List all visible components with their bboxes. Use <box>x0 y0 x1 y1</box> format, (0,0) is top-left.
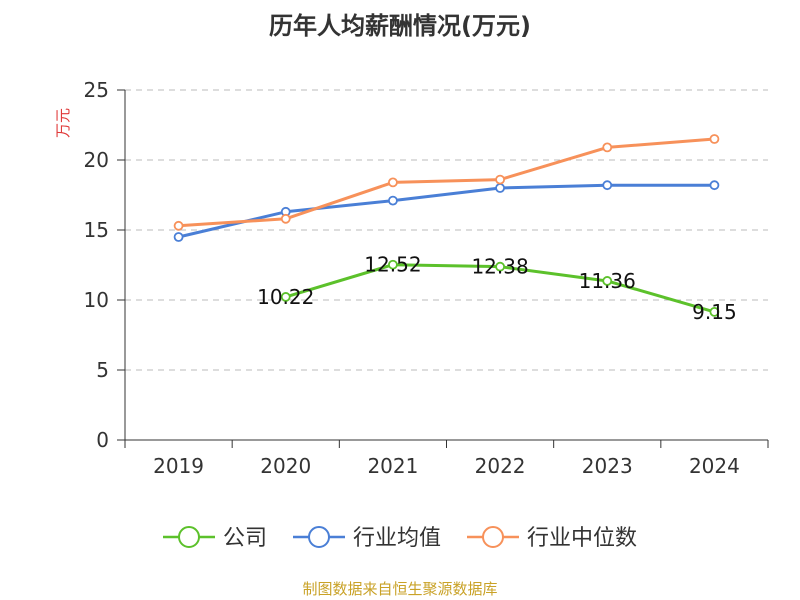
y-tick-label: 5 <box>96 358 109 382</box>
legend-label: 公司 <box>223 526 267 551</box>
legend-item-0[interactable]: 公司 <box>163 526 267 551</box>
y-tick-label: 0 <box>96 428 109 452</box>
data-point-1[interactable] <box>709 180 720 191</box>
series-lines <box>173 134 720 317</box>
data-point-1[interactable] <box>495 183 505 193</box>
data-point-0[interactable] <box>388 259 398 270</box>
data-label: 12.52 <box>364 253 421 277</box>
x-tick-label: 2021 <box>367 454 418 478</box>
data-point-1[interactable] <box>602 180 613 191</box>
series-line-2 <box>178 137 715 228</box>
data-point-2[interactable] <box>280 213 291 224</box>
y-tick-label: 10 <box>84 288 109 312</box>
grid-lines <box>125 89 768 371</box>
data-point-2[interactable] <box>602 142 613 153</box>
y-axis-label: 万元 <box>54 108 72 138</box>
data-point-2[interactable] <box>173 220 184 231</box>
data-point-0[interactable] <box>602 276 613 286</box>
data-point-0[interactable] <box>280 292 291 302</box>
legend-marker <box>178 526 200 548</box>
y-tick-label: 20 <box>84 148 109 172</box>
data-point-1[interactable] <box>173 232 184 242</box>
axes: 0 5 10 15 20 25 2019 2020 2021 2022 2023 2024 <box>84 78 769 478</box>
legend-marker <box>482 526 504 548</box>
legend-marker <box>308 526 330 548</box>
x-tick-label: 2020 <box>260 454 311 478</box>
x-tick-label: 2023 <box>582 454 633 478</box>
x-tick-label: 2022 <box>475 454 526 478</box>
x-tick-label: 2024 <box>689 454 740 478</box>
legend-label: 行业均值 <box>353 526 441 551</box>
legend-item-2[interactable]: 行业中位数 <box>467 526 637 551</box>
y-tick-label: 15 <box>84 218 109 242</box>
source-note: 制图数据来自恒生聚源数据库 <box>302 580 497 598</box>
y-tick-label: 25 <box>84 78 109 102</box>
data-label: 10.22 <box>257 285 314 309</box>
data-point-0[interactable] <box>495 261 505 272</box>
data-point-2[interactable] <box>388 177 398 188</box>
series-line-1 <box>178 183 715 239</box>
chart-title: 历年人均薪酬情况(万元) <box>269 12 531 40</box>
data-label: 12.38 <box>471 255 528 279</box>
data-point-2[interactable] <box>495 174 505 185</box>
legend-item-1[interactable]: 行业均值 <box>293 526 441 551</box>
legend: 公司 行业均值 行业中位数 <box>163 526 637 551</box>
data-point-0[interactable] <box>709 306 720 317</box>
data-labels: 10.22 12.52 12.38 11.36 9.15 <box>257 253 737 324</box>
legend-label: 行业中位数 <box>527 526 637 551</box>
data-point-1[interactable] <box>388 195 398 206</box>
data-point-2[interactable] <box>709 134 720 144</box>
data-label: 9.15 <box>692 300 737 324</box>
x-tick-label: 2019 <box>153 454 204 478</box>
data-label: 11.36 <box>579 269 636 293</box>
